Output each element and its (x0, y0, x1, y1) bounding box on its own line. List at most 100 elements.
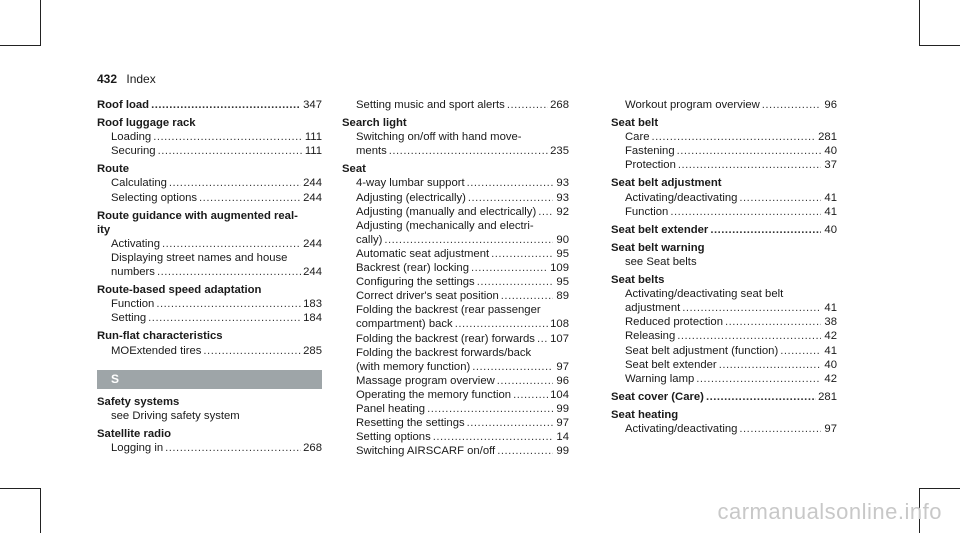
index-subentry[interactable]: Seat belt extender 40 (611, 358, 837, 372)
index-subentry[interactable]: Panel heating 99 (342, 402, 569, 416)
index-subentry[interactable]: Backrest (rear) locking 109 (342, 261, 569, 275)
page-reference[interactable]: 281 (818, 131, 837, 144)
index-subentry[interactable]: Function 41 (611, 205, 837, 219)
page-reference[interactable]: 96 (556, 374, 569, 387)
page-reference[interactable]: 93 (556, 177, 569, 190)
page-reference[interactable]: 97 (824, 422, 837, 435)
index-subentry[interactable]: Switching AIRSCARF on/off 99 (342, 444, 569, 458)
page-reference[interactable]: 96 (824, 99, 837, 111)
index-subentry[interactable]: Securing 111 (97, 144, 322, 158)
page-reference[interactable]: 268 (550, 99, 569, 111)
index-heading[interactable]: Seat cover (Care) 281 (611, 390, 837, 404)
page-reference[interactable]: 42 (824, 330, 837, 343)
page-reference[interactable]: 38 (824, 316, 837, 329)
page-reference[interactable]: 40 (824, 358, 837, 371)
page-reference[interactable]: 42 (824, 372, 837, 385)
index-subentry[interactable]: Setting options 14 (342, 430, 569, 444)
index-subentry[interactable]: Calculating 244 (97, 176, 322, 190)
index-subentry[interactable]: Seat belt adjustment (function) 41 (611, 344, 837, 358)
page-reference[interactable]: 41 (824, 191, 837, 204)
entry-label: Seat belt extender (611, 223, 709, 236)
dot-leader (780, 344, 821, 358)
index-subentry[interactable]: Fastening 40 (611, 144, 837, 158)
page-reference[interactable]: 14 (556, 431, 569, 444)
page-reference[interactable]: 90 (556, 233, 569, 246)
page-reference[interactable]: 89 (556, 290, 569, 303)
page-reference[interactable]: 40 (824, 223, 837, 236)
page-reference[interactable]: 99 (556, 445, 569, 458)
page-reference[interactable]: 97 (556, 360, 569, 373)
page-reference[interactable]: 244 (303, 237, 322, 250)
page-reference[interactable]: 244 (303, 177, 322, 190)
page-reference[interactable]: 104 (550, 388, 569, 401)
page-reference[interactable]: 184 (303, 312, 322, 325)
index-subentry[interactable]: Massage program overview 96 (342, 374, 569, 388)
page-reference[interactable]: 97 (556, 417, 569, 430)
index-subentry[interactable]: Adjusting (manually and electrically) 92 (342, 205, 569, 219)
index-subentry[interactable]: Care 281 (611, 130, 837, 144)
page-reference[interactable]: 347 (303, 99, 322, 111)
index-subentry[interactable]: ments 235 (342, 144, 569, 158)
index-subentry[interactable]: Folding the backrest (rear) forwards 107 (342, 332, 569, 346)
page-reference[interactable]: 95 (556, 247, 569, 260)
page-reference[interactable]: 244 (303, 191, 322, 204)
index-subentry[interactable]: Configuring the settings 95 (342, 275, 569, 289)
index-subentry[interactable]: Activating/deactivating 97 (611, 422, 837, 436)
page-reference[interactable]: 37 (824, 159, 837, 172)
entry-label: Selecting options (111, 191, 198, 204)
page-reference[interactable]: 244 (303, 266, 322, 279)
page-reference[interactable]: 285 (303, 344, 322, 357)
dot-leader (162, 237, 301, 251)
index-subentry[interactable]: Resetting the settings 97 (342, 416, 569, 430)
page-reference[interactable]: 41 (824, 302, 837, 315)
index-subentry[interactable]: Automatic seat adjustment 95 (342, 247, 569, 261)
index-subentry[interactable]: Setting 184 (97, 311, 322, 325)
page-reference[interactable]: 107 (550, 332, 569, 345)
index-subentry[interactable]: MOExtended tires 285 (97, 344, 322, 358)
page-reference[interactable]: 99 (556, 402, 569, 415)
index-subentry[interactable]: cally) 90 (342, 233, 569, 247)
page-reference[interactable]: 95 (556, 276, 569, 289)
page-reference[interactable]: 111 (304, 131, 322, 144)
page-reference[interactable]: 183 (303, 298, 322, 311)
index-subentry[interactable]: numbers 244 (97, 265, 322, 279)
index-subentry[interactable]: Reduced protection 38 (611, 315, 837, 329)
index-subentry[interactable]: compartment) back 108 (342, 317, 569, 331)
index-subentry[interactable]: Function 183 (97, 297, 322, 311)
index-subentry[interactable]: Selecting options 244 (97, 191, 322, 205)
index-subentry[interactable]: Activating/deactivating 41 (611, 191, 837, 205)
index-subentry[interactable]: Correct driver's seat position 89 (342, 289, 569, 303)
index-subentry[interactable]: Activating 244 (97, 237, 322, 251)
page-reference[interactable]: 281 (818, 390, 837, 403)
index-subentry[interactable]: Logging in 268 (97, 441, 322, 455)
page-reference[interactable]: 93 (556, 191, 569, 204)
page-reference[interactable]: 268 (303, 441, 322, 454)
page-reference[interactable]: 41 (824, 205, 837, 218)
index-heading[interactable]: Roof load 347 (97, 98, 322, 112)
index-subentry[interactable]: Setting music and sport alerts 268 (342, 98, 569, 112)
index-subentry[interactable]: (with memory function) 97 (342, 360, 569, 374)
entry-label: Workout program overview (625, 99, 760, 111)
page-reference[interactable]: 40 (824, 145, 837, 158)
dot-leader (471, 261, 548, 275)
index-subentry[interactable]: Adjusting (electrically) 93 (342, 191, 569, 205)
index-heading: Seat heating (611, 408, 679, 421)
page-reference[interactable]: 92 (556, 205, 569, 218)
index-subentry[interactable]: Releasing 42 (611, 329, 837, 343)
page-reference[interactable]: 108 (550, 318, 569, 331)
page-reference[interactable]: 235 (550, 145, 569, 158)
index-subentry[interactable]: adjustment 41 (611, 301, 837, 315)
index-subentry[interactable]: Workout program overview 96 (611, 98, 837, 112)
page-reference[interactable]: 109 (550, 262, 569, 275)
index-subentry[interactable]: 4-way lumbar support 93 (342, 176, 569, 190)
index-subentry[interactable]: Warning lamp 42 (611, 372, 837, 386)
index-heading[interactable]: Seat belt extender 40 (611, 223, 837, 237)
index-subentry[interactable]: Loading 111 (97, 130, 322, 144)
page-reference[interactable]: 111 (304, 145, 322, 158)
entry-label: Adjusting (electrically) (356, 191, 466, 204)
index-subentry[interactable]: Protection 37 (611, 158, 837, 172)
index-subentry[interactable]: Operating the memory function 104 (342, 388, 569, 402)
page-reference[interactable]: 41 (824, 344, 837, 357)
entry-label: adjustment (625, 302, 681, 315)
dot-leader (477, 275, 553, 289)
